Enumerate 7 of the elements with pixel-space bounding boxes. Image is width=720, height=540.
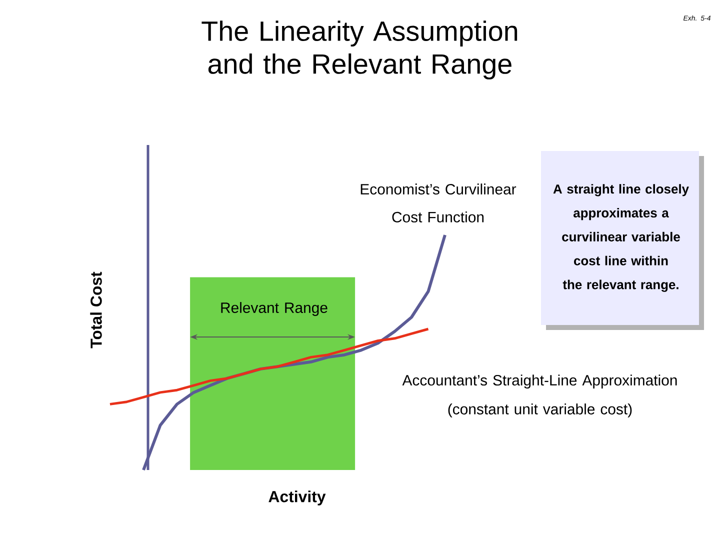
annotation: Accountant’s Straight-Line Approximation (constant unit variable cost): [402, 374, 677, 418]
x-axis-title: Activity: [268, 490, 326, 506]
text: A straight line closely approximates a curvilinear variable cost line within the relevant range.: [553, 184, 689, 292]
text: Economist’s Curvilinear Cost Function: [360, 184, 516, 222]
y-axis-title: Total Cost: [90, 272, 102, 348]
chart-title: The Linearity Assumption and the Relevant Range: [202, 20, 518, 80]
annotation: Relevant Range: [221, 302, 328, 316]
